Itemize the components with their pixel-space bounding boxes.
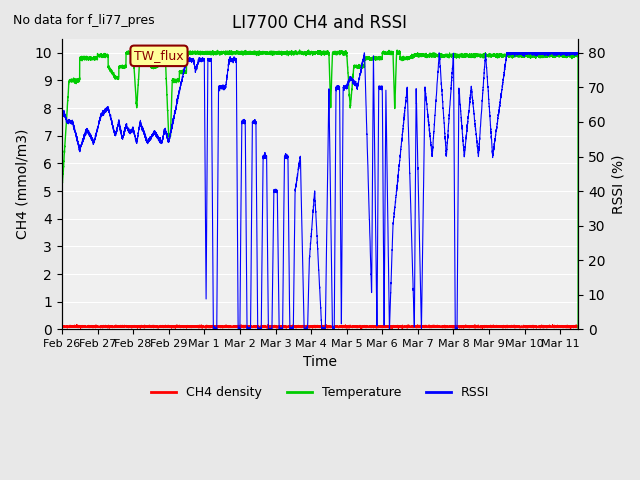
Y-axis label: RSSI (%): RSSI (%): [611, 155, 625, 214]
Text: TW_flux: TW_flux: [134, 49, 184, 62]
X-axis label: Time: Time: [303, 355, 337, 369]
Y-axis label: CH4 (mmol/m3): CH4 (mmol/m3): [15, 129, 29, 240]
Text: No data for f_li77_pres: No data for f_li77_pres: [13, 14, 154, 27]
Legend: CH4 density, Temperature, RSSI: CH4 density, Temperature, RSSI: [146, 382, 494, 405]
Text: LI7700 CH4 and RSSI: LI7700 CH4 and RSSI: [232, 14, 408, 33]
